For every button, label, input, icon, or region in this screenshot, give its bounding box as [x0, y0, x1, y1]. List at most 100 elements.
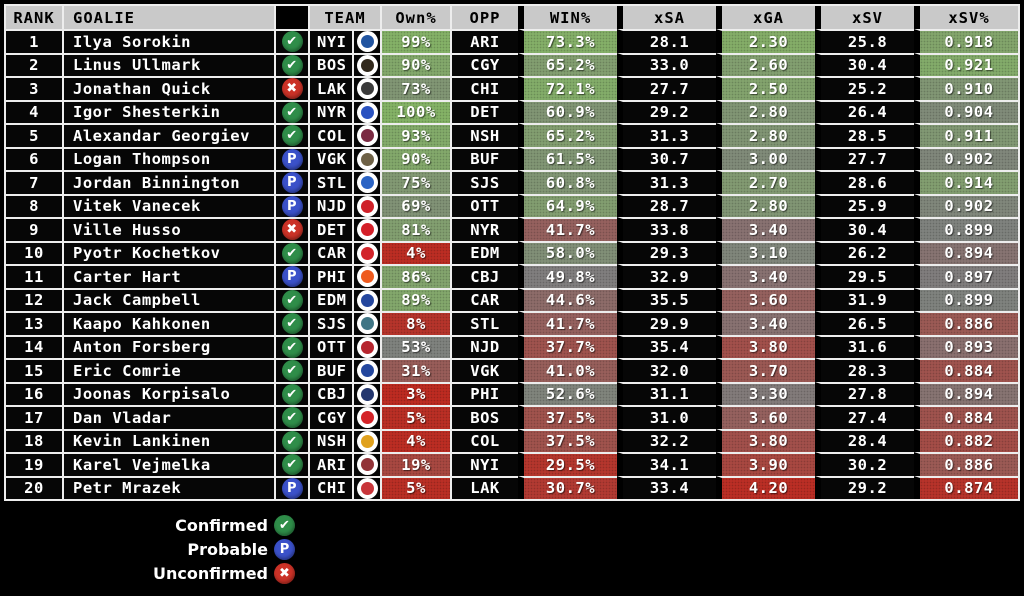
rank-cell: 16 — [6, 381, 64, 405]
team-logo-icon — [356, 336, 378, 358]
rank-cell: 15 — [6, 358, 64, 382]
ownership-pct-cell: 89% — [382, 287, 453, 311]
xsv-cell: 28.5 — [815, 123, 915, 147]
xga-cell: 3.40 — [716, 264, 816, 288]
team-logo-color — [360, 105, 374, 119]
team-logo-cell — [354, 475, 383, 499]
xsv-pct-cell: 0.886 — [914, 452, 1019, 476]
rank-cell: 4 — [6, 99, 64, 123]
ownership-pct-cell: 5% — [382, 475, 453, 499]
rank-cell: 2 — [6, 52, 64, 76]
xga-cell: 3.10 — [716, 240, 816, 264]
unconfirmed-icon: ✖ — [281, 219, 303, 241]
xga-cell: 2.70 — [716, 170, 816, 194]
xsv-pct-cell: 0.911 — [914, 123, 1019, 147]
team-abbr-cell: STL — [310, 170, 354, 194]
xsa-cell: 33.4 — [617, 475, 717, 499]
ownership-pct-cell: 90% — [382, 146, 453, 170]
goalie-name-cell: Dan Vladar — [64, 405, 276, 429]
xsv-pct-cell: 0.884 — [914, 405, 1019, 429]
xsa-cell: 34.1 — [617, 452, 717, 476]
team-abbr-cell: PHI — [310, 264, 354, 288]
table-row: 7 Jordan Binnington P STL 75% SJS 60.8% … — [6, 170, 1019, 194]
xga-cell: 3.60 — [716, 405, 816, 429]
team-abbr-cell: NYR — [310, 99, 354, 123]
win-pct-cell: 52.6% — [518, 381, 618, 405]
goalie-name-cell: Kevin Lankinen — [64, 428, 276, 452]
xsv-cell: 25.9 — [815, 193, 915, 217]
xsv-pct-cell: 0.874 — [914, 475, 1019, 499]
xga-cell: 2.80 — [716, 123, 816, 147]
status-cell: ✔ — [276, 452, 310, 476]
status-cell: ✔ — [276, 123, 310, 147]
win-pct-cell: 60.9% — [518, 99, 618, 123]
table-header: RANK GOALIE TEAM Own% OPP WIN% xSA xGA x… — [6, 6, 1019, 29]
rank-cell: 11 — [6, 264, 64, 288]
xsv-cell: 31.6 — [815, 334, 915, 358]
column-header-goalie: GOALIE — [64, 6, 276, 29]
xsv-pct-cell: 0.904 — [914, 99, 1019, 123]
goalie-name-cell: Jonathan Quick — [64, 76, 276, 100]
table-row: 15 Eric Comrie ✔ BUF 31% VGK 41.0% 32.0 … — [6, 358, 1019, 382]
xsv-cell: 28.6 — [815, 170, 915, 194]
rank-cell: 13 — [6, 311, 64, 335]
team-logo-cell — [354, 193, 383, 217]
win-pct-cell: 61.5% — [518, 146, 618, 170]
opponent-cell: LAK — [452, 475, 519, 499]
table-row: 12 Jack Campbell ✔ EDM 89% CAR 44.6% 35.… — [6, 287, 1019, 311]
win-pct-cell: 58.0% — [518, 240, 618, 264]
team-abbr-cell: CBJ — [310, 381, 354, 405]
team-logo-icon — [356, 101, 378, 123]
rank-cell: 9 — [6, 217, 64, 241]
xsv-cell: 31.9 — [815, 287, 915, 311]
ownership-pct-cell: 73% — [382, 76, 453, 100]
team-logo-cell — [354, 99, 383, 123]
team-logo-color — [360, 82, 374, 96]
team-logo-cell — [354, 334, 383, 358]
team-abbr-cell: CHI — [310, 475, 354, 499]
win-pct-cell: 44.6% — [518, 287, 618, 311]
column-header-team: TEAM — [310, 6, 383, 29]
goalie-name-cell: Petr Mrazek — [64, 475, 276, 499]
column-header-rank: RANK — [6, 6, 64, 29]
team-logo-cell — [354, 170, 383, 194]
xsv-pct-cell: 0.921 — [914, 52, 1019, 76]
xga-cell: 3.00 — [716, 146, 816, 170]
column-header-opponent: OPP — [452, 6, 519, 29]
status-cell: P — [276, 193, 310, 217]
win-pct-cell: 41.7% — [518, 311, 618, 335]
xsa-cell: 33.0 — [617, 52, 717, 76]
xsa-cell: 28.7 — [617, 193, 717, 217]
table-row: 1 Ilya Sorokin ✔ NYI 99% ARI 73.3% 28.1 … — [6, 29, 1019, 53]
xsa-cell: 33.8 — [617, 217, 717, 241]
team-logo-color — [360, 152, 374, 166]
team-logo-cell — [354, 240, 383, 264]
table-row: 2 Linus Ullmark ✔ BOS 90% CGY 65.2% 33.0… — [6, 52, 1019, 76]
xsv-cell: 25.8 — [815, 29, 915, 53]
ownership-pct-cell: 99% — [382, 29, 453, 53]
team-logo-color — [360, 35, 374, 49]
xsa-cell: 27.7 — [617, 76, 717, 100]
goalie-name-cell: Jordan Binnington — [64, 170, 276, 194]
xsv-cell: 30.4 — [815, 52, 915, 76]
xsv-cell: 27.7 — [815, 146, 915, 170]
xsa-cell: 32.9 — [617, 264, 717, 288]
team-logo-color — [360, 199, 374, 213]
goalie-name-cell: Linus Ullmark — [64, 52, 276, 76]
rank-cell: 19 — [6, 452, 64, 476]
xsa-cell: 32.0 — [617, 358, 717, 382]
xsv-pct-cell: 0.910 — [914, 76, 1019, 100]
goalie-name-cell: Logan Thompson — [64, 146, 276, 170]
xga-cell: 2.80 — [716, 193, 816, 217]
goalie-name-cell: Igor Shesterkin — [64, 99, 276, 123]
xsv-cell: 30.2 — [815, 452, 915, 476]
table-row: 10 Pyotr Kochetkov ✔ CAR 4% EDM 58.0% 29… — [6, 240, 1019, 264]
xga-cell: 3.80 — [716, 428, 816, 452]
legend-item-confirmed: Confirmed ✔ — [4, 513, 1020, 537]
win-pct-cell: 49.8% — [518, 264, 618, 288]
win-pct-cell: 65.2% — [518, 52, 618, 76]
team-abbr-cell: BUF — [310, 358, 354, 382]
xsv-cell: 25.2 — [815, 76, 915, 100]
status-cell: P — [276, 264, 310, 288]
table-row: 8 Vitek Vanecek P NJD 69% OTT 64.9% 28.7… — [6, 193, 1019, 217]
